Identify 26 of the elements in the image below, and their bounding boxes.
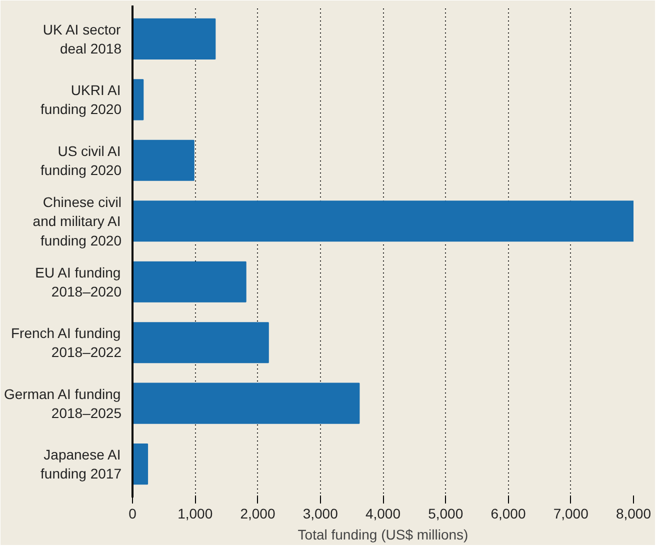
x-tick-label: 6,000: [490, 506, 526, 522]
y-tick-label: Japanese AI funding 2017: [40, 446, 122, 482]
x-tick-label: 7,000: [553, 506, 589, 522]
x-axis-title: Total funding (US$ millions): [298, 526, 468, 542]
bar: [132, 200, 634, 242]
bar: [132, 322, 269, 364]
y-tick-label: UKRI AI funding 2020: [40, 82, 122, 118]
x-tick-label: 3,000: [302, 506, 338, 522]
x-tick-label: 4,000: [365, 506, 401, 522]
bar: [132, 261, 246, 302]
bar: [132, 79, 144, 120]
bar: [132, 140, 194, 181]
x-tick-label: 2,000: [240, 506, 276, 522]
x-tick-label: 5,000: [428, 506, 464, 522]
x-tick-label: 8,000: [616, 506, 652, 522]
x-tick-label: 0: [128, 506, 137, 522]
y-tick-label: Chinese civil and military AI funding 2020: [32, 194, 122, 248]
y-tick-label: EU AI funding 2018–2020: [35, 264, 122, 300]
bar: [132, 444, 148, 485]
x-tick-label: 1,000: [178, 506, 213, 522]
bar: [132, 18, 216, 60]
y-tick-label: German AI funding 2018–2025: [4, 386, 122, 421]
y-tick-label: US civil AI funding 2020: [40, 142, 122, 178]
bar: [132, 382, 360, 424]
y-tick-label: French AI funding 2018–2022: [10, 325, 122, 360]
y-tick-label: UK AI sector deal 2018: [42, 21, 122, 57]
